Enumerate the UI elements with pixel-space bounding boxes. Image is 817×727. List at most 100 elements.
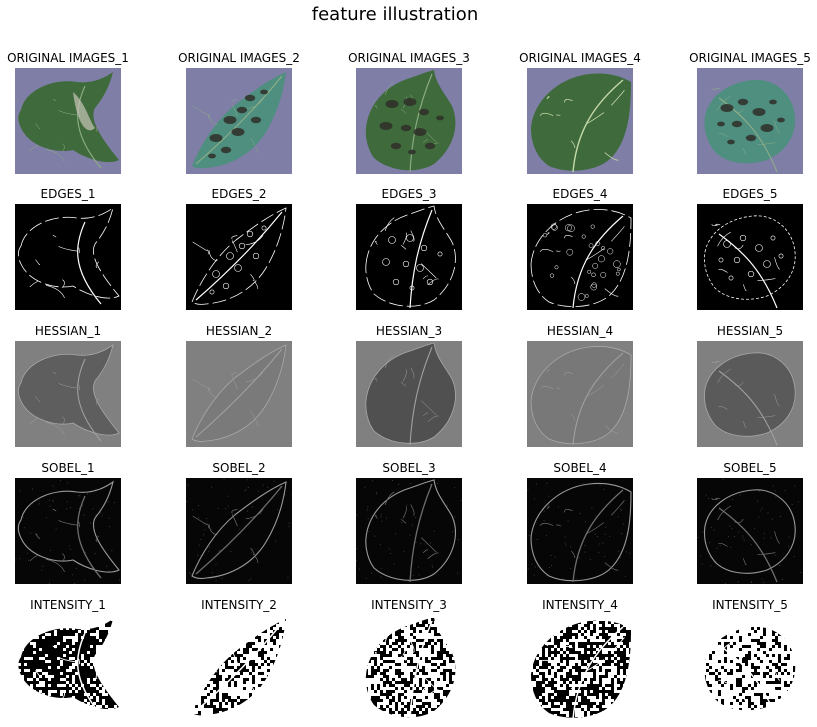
panel-title: INTENSITY_4 — [542, 598, 618, 612]
hessian-leaf — [17, 344, 120, 436]
panel-title: INTENSITY_2 — [201, 598, 277, 612]
hessian-leaf — [530, 346, 632, 444]
hessian-image — [356, 341, 462, 447]
sobel-background — [527, 478, 633, 584]
edge-spots — [542, 223, 621, 301]
panel-title: ORIGINAL IMAGES_1 — [7, 51, 129, 65]
hessian-texture — [539, 352, 625, 446]
leaf-shape — [531, 73, 631, 171]
sobel-image — [186, 478, 292, 584]
sobel-gradients — [192, 485, 283, 575]
intensity-image — [15, 615, 121, 721]
edge-lines — [29, 221, 102, 305]
panel-title: EDGES_1 — [40, 187, 96, 201]
panel-title: INTENSITY_5 — [712, 598, 788, 612]
original-image — [15, 68, 121, 174]
panel-title: SOBEL_3 — [382, 461, 436, 475]
sobel-image-drawing — [697, 478, 803, 584]
hessian-leaf — [704, 352, 796, 437]
panel-title: INTENSITY_3 — [371, 598, 447, 612]
sobel-image — [15, 478, 121, 584]
hessian-image — [527, 341, 633, 447]
edges-image — [527, 204, 633, 310]
intensity-image-drawing — [697, 615, 803, 721]
sobel-image-drawing — [15, 478, 121, 584]
panel-title: ORIGINAL IMAGES_5 — [689, 51, 811, 65]
intensity-image — [356, 615, 462, 721]
hessian-image — [186, 341, 292, 447]
hessian-image-drawing — [186, 341, 292, 447]
sobel-image — [356, 478, 462, 584]
original-image-drawing — [186, 68, 292, 174]
sobel-image — [527, 478, 633, 584]
original-image — [697, 68, 803, 174]
sobel-outline — [365, 479, 456, 581]
sobel-background — [697, 478, 803, 584]
sobel-noise — [697, 479, 802, 584]
panel-title: HESSIAN_3 — [375, 324, 443, 338]
original-image — [356, 68, 462, 174]
panel-title: EDGES_2 — [211, 187, 267, 201]
edge-spots — [382, 234, 443, 291]
sobel-gradients — [29, 495, 102, 579]
edges-image — [697, 204, 803, 310]
edge-outline — [530, 209, 632, 307]
original-image-drawing — [527, 68, 633, 174]
leaf-veins — [539, 79, 625, 173]
hessian-texture — [375, 346, 439, 446]
leaf-highlight — [73, 92, 95, 131]
hessian-texture — [29, 358, 102, 442]
hessian-image — [15, 341, 121, 447]
leaf-veins — [29, 85, 102, 169]
panel-title: HESSIAN_5 — [716, 324, 784, 338]
intensity-image — [186, 615, 292, 721]
panel-title: EDGES_3 — [381, 187, 437, 201]
sobel-gradients — [539, 489, 625, 583]
original-image — [527, 68, 633, 174]
edges-background — [527, 204, 633, 310]
intensity-image — [697, 615, 803, 721]
leaf-spots — [379, 98, 444, 155]
sobel-background — [356, 478, 462, 584]
sobel-outline — [530, 482, 632, 582]
figure-title: feature illustration — [311, 4, 479, 25]
leaf-spots — [208, 89, 268, 159]
intensity-veins — [29, 632, 102, 716]
edge-lines — [711, 223, 780, 309]
sobel-noise — [186, 478, 292, 582]
edges-image-drawing — [15, 204, 121, 310]
panel-title: SOBEL_5 — [723, 461, 777, 475]
sobel-image — [697, 478, 803, 584]
sobel-image-drawing — [356, 478, 462, 584]
sobel-noise — [356, 479, 462, 582]
panel-title: HESSIAN_1 — [34, 324, 102, 338]
intensity-image — [527, 615, 633, 721]
edges-image — [356, 204, 462, 310]
edge-spots — [718, 234, 784, 281]
edge-outline — [365, 205, 456, 307]
edges-image-drawing — [186, 204, 292, 310]
intensity-image-drawing — [527, 615, 633, 721]
edges-image-drawing — [697, 204, 803, 310]
edge-lines — [375, 209, 439, 309]
intensity-veins — [539, 626, 625, 720]
sobel-outline — [191, 481, 287, 579]
intensity-veins — [711, 634, 780, 720]
panel-title: SOBEL_4 — [553, 461, 607, 475]
intensity-veins — [192, 622, 283, 712]
sobel-outline — [703, 489, 796, 574]
hessian-texture — [711, 360, 780, 446]
edges-image-drawing — [527, 204, 633, 310]
edges-background — [697, 204, 803, 310]
edge-lines — [192, 211, 283, 301]
hessian-leaf — [191, 344, 287, 442]
leaf-veins — [711, 87, 780, 173]
edges-background — [15, 204, 121, 310]
panel-title: EDGES_4 — [552, 187, 608, 201]
panel-title: INTENSITY_1 — [30, 598, 106, 612]
intensity-image-drawing — [15, 615, 121, 721]
intensity-veins — [374, 620, 439, 720]
original-image — [186, 68, 292, 174]
panel-title: ORIGINAL IMAGES_3 — [348, 51, 470, 65]
sobel-image-drawing — [527, 478, 633, 584]
